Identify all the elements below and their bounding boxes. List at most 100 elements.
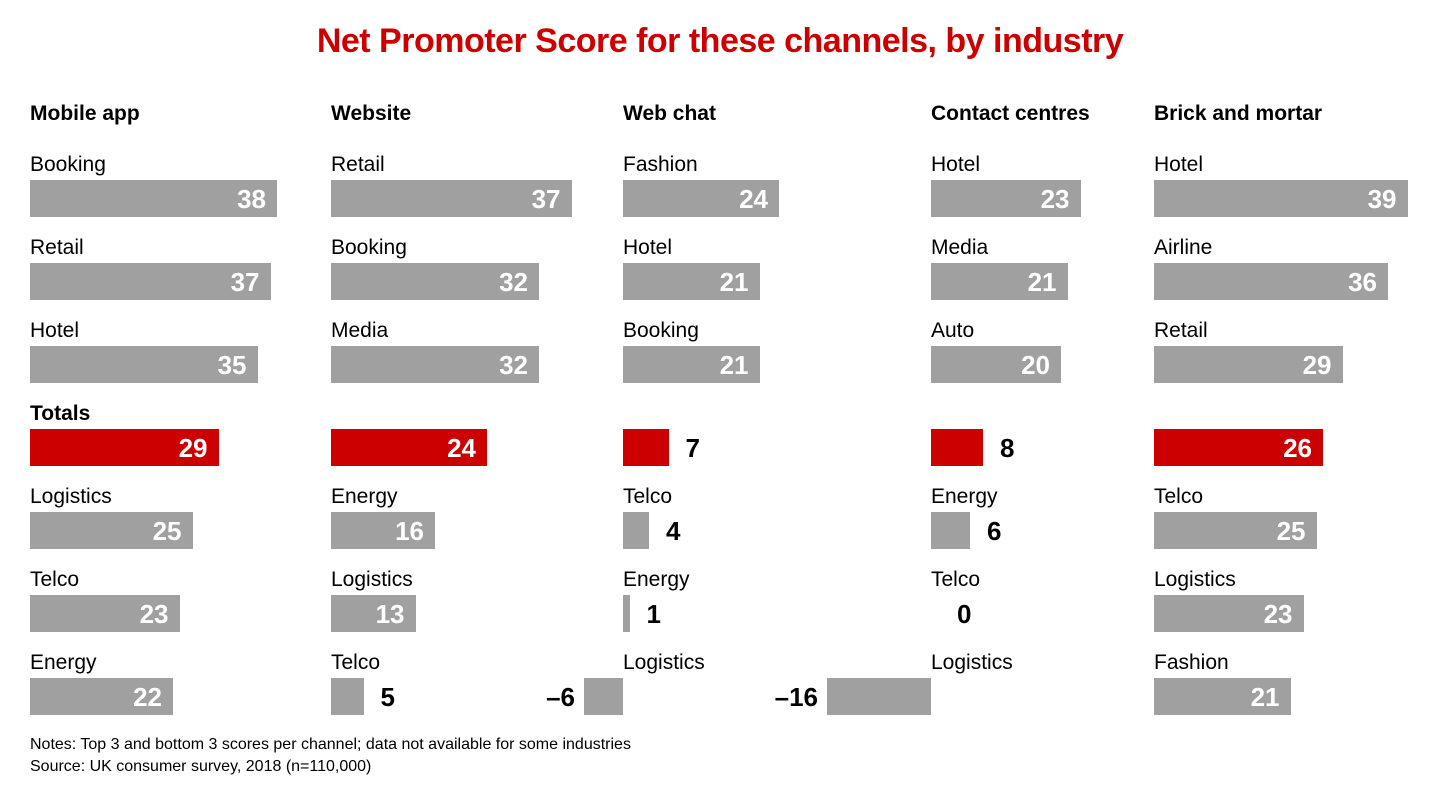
industry-label: Telco xyxy=(623,485,673,508)
industry-label: Hotel xyxy=(30,319,80,342)
industry-label: Retail xyxy=(331,153,385,176)
score-value: 25 xyxy=(1276,515,1306,546)
score-bar: 36 xyxy=(1154,263,1388,300)
bar-line: 5 xyxy=(331,678,606,715)
bar-line: 24 xyxy=(331,429,606,466)
bar-line: –16 xyxy=(775,678,1206,715)
channel-column: Contact centres Hotel 23 Media 21 Auto 20 8 Ene… xyxy=(775,101,1206,733)
score-bar: 37 xyxy=(331,180,572,217)
bar-row: Media 21 xyxy=(931,235,1206,318)
score-value: 23 xyxy=(139,598,169,629)
bar-line: 23 xyxy=(931,180,1206,217)
channel-column: Web chat Fashion 24 Hotel 21 Booking 21 7 Telco… xyxy=(546,101,898,733)
totals-label xyxy=(623,401,898,427)
score-value: 29 xyxy=(178,432,208,463)
bar-row: Hotel 21 xyxy=(623,235,898,318)
total-bar: 26 xyxy=(1154,429,1323,466)
score-bar: 22 xyxy=(30,678,173,715)
score-value: 4 xyxy=(666,515,681,546)
score-bar xyxy=(331,678,364,715)
industry-label: Energy xyxy=(931,485,998,508)
bar-row: Logistics –16 xyxy=(775,650,1206,733)
bar-row: Logistics 13 xyxy=(331,567,606,650)
score-bar: 32 xyxy=(331,346,539,383)
channel-column: Mobile app Booking 38 Retail 37 Hotel 35 Totals… xyxy=(30,101,305,733)
channel-header: Mobile app xyxy=(30,102,140,125)
industry-label: Retail xyxy=(1154,319,1208,342)
bar-row: Airline 36 xyxy=(1154,235,1429,318)
score-value: 21 xyxy=(1250,681,1280,712)
bar-row: Telco 5 xyxy=(331,650,606,733)
score-bar xyxy=(623,512,649,549)
score-bar xyxy=(931,512,970,549)
bar-row: Hotel 23 xyxy=(931,152,1206,235)
score-bar: 38 xyxy=(30,180,277,217)
score-value: 21 xyxy=(1027,266,1057,297)
score-bar: 35 xyxy=(30,346,258,383)
total-bar: 24 xyxy=(331,429,487,466)
score-value: 1 xyxy=(646,598,661,629)
bar-row: Telco 25 xyxy=(1154,484,1429,567)
bar-line: 25 xyxy=(1154,512,1429,549)
bar-line: 32 xyxy=(331,263,606,300)
score-bar: 20 xyxy=(931,346,1061,383)
score-value: 36 xyxy=(1348,266,1377,297)
total-bar xyxy=(623,429,669,466)
score-value: –16 xyxy=(774,681,818,712)
score-bar: 39 xyxy=(1154,180,1408,217)
score-bar: 13 xyxy=(331,595,416,632)
bar-row: Logistics 25 xyxy=(30,484,305,567)
bar-row: Media 32 xyxy=(331,318,606,401)
score-value: 13 xyxy=(375,598,405,629)
score-value: 39 xyxy=(1367,183,1397,214)
score-bar: 37 xyxy=(30,263,271,300)
totals-label: Totals xyxy=(30,402,91,425)
totals-label xyxy=(1154,401,1429,427)
bar-line: 20 xyxy=(931,346,1206,383)
score-value: 21 xyxy=(719,349,749,380)
bar-row: Energy 1 xyxy=(623,567,898,650)
score-bar: 23 xyxy=(30,595,180,632)
channel-header: Web chat xyxy=(623,102,716,125)
chart-footnotes: Notes: Top 3 and bottom 3 scores per cha… xyxy=(30,734,631,778)
chart-notes: Notes: Top 3 and bottom 3 scores per cha… xyxy=(30,736,631,753)
industry-label: Logistics xyxy=(331,568,413,591)
industry-label: Telco xyxy=(30,568,80,591)
score-bar: 23 xyxy=(1154,595,1304,632)
bar-row: Hotel 35 xyxy=(30,318,305,401)
industry-label: Telco xyxy=(331,651,381,674)
industry-label: Logistics xyxy=(1154,568,1236,591)
score-value: 20 xyxy=(1021,349,1050,380)
bar-row: Telco 0 xyxy=(931,567,1206,650)
score-bar: 32 xyxy=(331,263,539,300)
channel-header: Brick and mortar xyxy=(1154,102,1323,125)
industry-label: Booking xyxy=(623,319,699,342)
bar-line: 39 xyxy=(1154,180,1429,217)
score-value: 7 xyxy=(685,432,700,463)
score-value: 16 xyxy=(395,515,424,546)
bar-row: Fashion 21 xyxy=(1154,650,1429,733)
negative-bar-wrap: –6 xyxy=(546,678,623,715)
score-bar xyxy=(623,595,630,632)
score-bar: 21 xyxy=(931,263,1068,300)
bar-line: 4 xyxy=(623,512,898,549)
bar-line: 22 xyxy=(30,678,305,715)
score-value: 24 xyxy=(447,432,476,463)
bar-row: Energy 22 xyxy=(30,650,305,733)
bar-line: 21 xyxy=(931,263,1206,300)
bar-line: 24 xyxy=(623,180,898,217)
industry-label: Media xyxy=(331,319,389,342)
bar-row: Hotel 39 xyxy=(1154,152,1429,235)
score-bar xyxy=(827,678,931,715)
totals-row: 8 xyxy=(931,401,1206,484)
totals-label xyxy=(331,401,606,427)
score-value: 32 xyxy=(499,349,528,380)
industry-label: Telco xyxy=(931,568,981,591)
score-value: –6 xyxy=(546,681,575,712)
industry-label: Hotel xyxy=(623,236,673,259)
industry-label: Booking xyxy=(331,236,407,259)
bar-row: Telco 23 xyxy=(30,567,305,650)
score-value: 8 xyxy=(1000,432,1015,463)
industry-label: Logistics xyxy=(623,651,705,674)
bar-line: 6 xyxy=(931,512,1206,549)
